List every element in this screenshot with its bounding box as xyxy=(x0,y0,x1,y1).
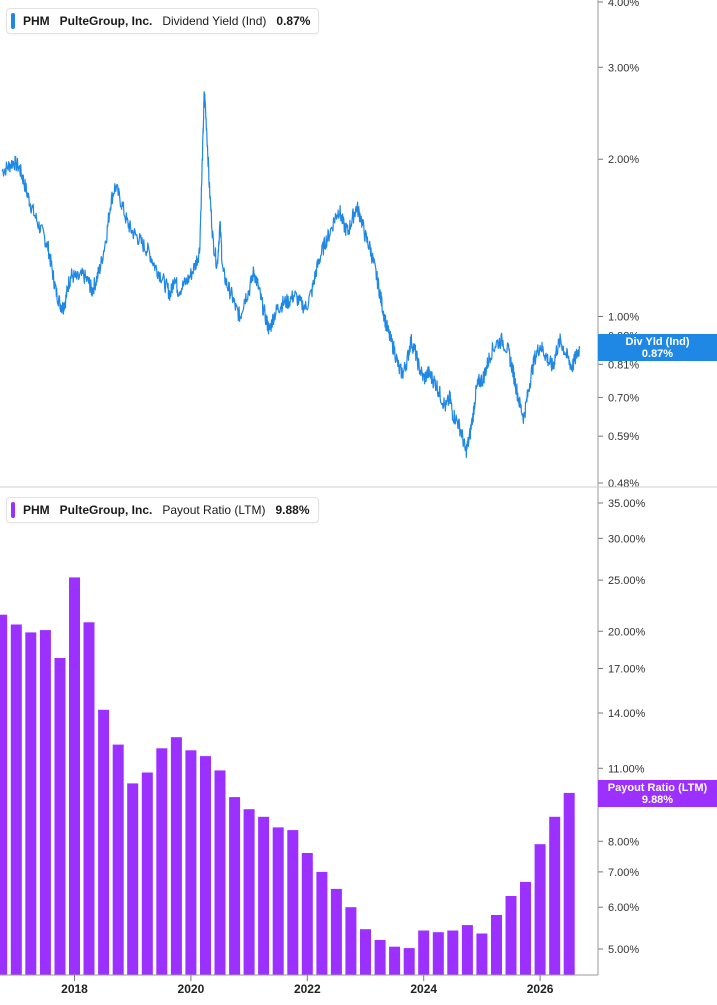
payout-bar xyxy=(229,797,241,975)
yield-tag-label: Div Yld (Ind) xyxy=(625,335,690,348)
yield-legend-metric: Dividend Yield (Ind) xyxy=(162,14,267,28)
payout-tick-label: 20.00% xyxy=(608,626,646,638)
payout-legend-metric: Payout Ratio (LTM) xyxy=(162,503,266,517)
payout-bar xyxy=(563,792,575,975)
yield-panel: 4.00%3.00%2.00%1.00%0.92%0.81%0.70%0.59%… xyxy=(1,0,639,490)
payout-bar xyxy=(54,658,66,975)
payout-bar xyxy=(112,744,124,975)
payout-bar xyxy=(403,948,415,975)
payout-bar xyxy=(127,783,139,975)
payout-legend-ticker: PHM xyxy=(23,503,50,517)
payout-bar xyxy=(447,930,459,975)
payout-tick-label: 8.00% xyxy=(608,836,639,848)
payout-bar xyxy=(345,907,357,975)
payout-bar xyxy=(330,888,342,975)
yield-legend-company: PulteGroup, Inc. xyxy=(59,14,153,28)
payout-bar xyxy=(491,915,502,975)
payout-bar xyxy=(432,932,444,975)
x-tick-label: 2018 xyxy=(61,982,88,996)
payout-bar xyxy=(0,614,8,975)
yield-tick-label: 2.00% xyxy=(608,154,639,166)
payout-bar xyxy=(258,816,270,975)
payout-bar xyxy=(272,827,284,975)
payout-bar xyxy=(534,844,546,975)
payout-bar xyxy=(301,853,313,975)
payout-bar xyxy=(374,940,386,975)
payout-tick-label: 7.00% xyxy=(608,867,639,879)
payout-bar xyxy=(476,933,488,975)
payout-bar xyxy=(156,748,168,975)
yield-tick-label: 0.81% xyxy=(608,359,639,371)
payout-tick-label: 30.00% xyxy=(608,533,646,545)
payout-bar xyxy=(69,577,80,975)
payout-bar xyxy=(461,925,473,975)
x-axis: 2018 2020 2022 2024 2026 xyxy=(61,975,554,996)
yield-tick-label: 0.48% xyxy=(608,478,639,490)
payout-bar xyxy=(39,630,51,975)
payout-legend-value: 9.88% xyxy=(275,503,310,517)
payout-bar xyxy=(505,896,517,975)
yield-legend[interactable]: PHM PulteGroup, Inc. Dividend Yield (Ind… xyxy=(6,8,320,34)
x-tick-label: 2026 xyxy=(527,982,554,996)
payout-bar xyxy=(200,756,211,975)
payout-panel: 35.00% 30.00% 25.00% 20.00% 17.00% 14.00% 11.0… xyxy=(0,498,646,975)
payout-value-tag: Payout Ratio (LTM) 9.88% xyxy=(598,780,717,807)
payout-tick-label: 25.00% xyxy=(608,575,646,587)
payout-bar xyxy=(360,929,371,975)
yield-tick-label: 4.00% xyxy=(608,0,639,9)
payout-legend-company: PulteGroup, Inc. xyxy=(59,503,153,517)
payout-bar xyxy=(418,930,430,975)
yield-legend-ticker: PHM xyxy=(23,14,50,28)
payout-legend[interactable]: PHM PulteGroup, Inc. Payout Ratio (LTM) … xyxy=(6,497,319,523)
x-tick-label: 2024 xyxy=(410,982,437,996)
payout-tick-label: 17.00% xyxy=(608,664,646,676)
payout-tag-value: 9.88% xyxy=(641,793,674,806)
yield-tick-label: 0.70% xyxy=(608,392,639,404)
payout-bar xyxy=(243,809,255,975)
dividend-yield-line xyxy=(1,91,581,459)
payout-bar xyxy=(549,816,561,975)
payout-bar xyxy=(520,881,531,975)
payout-tick-label: 5.00% xyxy=(608,944,639,956)
payout-tick-label: 11.00% xyxy=(608,763,645,775)
payout-legend-swatch xyxy=(11,502,15,518)
payout-bar xyxy=(185,750,197,975)
payout-bar xyxy=(98,709,110,975)
yield-value-tag: Div Yld (Ind) 0.87% xyxy=(598,334,717,361)
payout-bar xyxy=(10,624,22,975)
payout-bar xyxy=(287,830,299,975)
payout-bar xyxy=(170,737,182,975)
payout-tick-label: 14.00% xyxy=(608,708,646,720)
yield-tag-value: 0.87% xyxy=(641,347,674,360)
payout-bar xyxy=(214,770,226,975)
yield-tick-label: 0.59% xyxy=(608,431,639,443)
payout-tag-label: Payout Ratio (LTM) xyxy=(607,781,708,794)
payout-tick-label: 6.00% xyxy=(608,902,639,914)
yield-legend-swatch xyxy=(11,13,15,29)
payout-bar xyxy=(83,622,95,975)
payout-bar xyxy=(316,871,328,975)
payout-bar xyxy=(25,632,37,975)
payout-bar xyxy=(389,946,401,975)
x-tick-label: 2020 xyxy=(178,982,205,996)
payout-bar xyxy=(141,772,153,975)
yield-tick-label: 3.00% xyxy=(608,62,639,74)
yield-legend-value: 0.87% xyxy=(276,14,311,28)
x-tick-label: 2022 xyxy=(294,982,321,996)
payout-tick-label: 35.00% xyxy=(608,498,646,510)
yield-tick-label: 1.00% xyxy=(608,311,639,323)
